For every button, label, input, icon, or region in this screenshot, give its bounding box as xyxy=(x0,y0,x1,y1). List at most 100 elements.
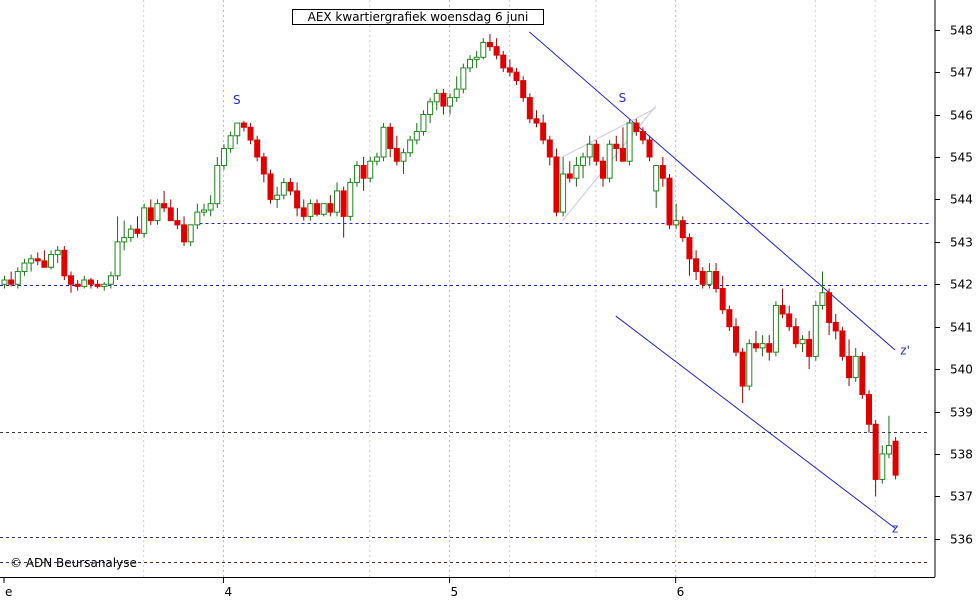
candle xyxy=(566,161,573,183)
candle xyxy=(852,347,859,382)
candle-body xyxy=(693,258,700,273)
candle-body xyxy=(141,207,148,234)
candle xyxy=(872,420,879,497)
candle xyxy=(187,224,194,247)
candle-body xyxy=(779,304,786,315)
candle xyxy=(360,156,367,191)
candle xyxy=(533,110,540,128)
candle xyxy=(673,203,680,230)
copyright-label: © ADN Beursanalyse xyxy=(10,556,137,570)
candle xyxy=(260,152,267,183)
candle xyxy=(493,38,500,60)
candle-body xyxy=(799,338,806,345)
candle-body xyxy=(393,147,400,162)
y-tick-label: 547 xyxy=(950,66,973,80)
candle xyxy=(307,199,314,221)
candle-body xyxy=(546,139,553,158)
candle xyxy=(68,271,74,293)
candle-body xyxy=(513,71,520,82)
y-tick-label: 540 xyxy=(950,363,973,377)
candle-body xyxy=(307,203,314,217)
candle xyxy=(87,277,94,289)
candle xyxy=(380,123,387,162)
candle-body xyxy=(400,152,407,162)
candle-body xyxy=(280,181,287,196)
y-tick-label: 548 xyxy=(950,24,973,38)
candle-body xyxy=(699,271,706,285)
candle xyxy=(859,352,866,399)
candle xyxy=(420,110,427,136)
candle xyxy=(739,347,746,404)
candle-body xyxy=(733,326,739,353)
candle xyxy=(779,288,786,319)
candle xyxy=(646,135,653,162)
candle xyxy=(61,246,68,281)
candle-body xyxy=(94,283,101,287)
candle-body xyxy=(706,271,713,285)
candle-body xyxy=(107,275,114,285)
candle xyxy=(300,199,307,221)
candle-body xyxy=(533,118,540,124)
y-tick-label: 538 xyxy=(950,448,973,462)
candle-body xyxy=(666,177,673,226)
candle xyxy=(141,203,148,238)
candle-body xyxy=(427,101,434,116)
candle-body xyxy=(194,211,201,226)
candle xyxy=(107,271,114,289)
candle xyxy=(427,97,434,124)
candle xyxy=(733,318,739,357)
candle-body xyxy=(41,260,48,268)
candle-body xyxy=(713,271,720,290)
candle-body xyxy=(486,41,493,48)
candle xyxy=(294,182,301,217)
candle-body xyxy=(453,88,460,99)
candle xyxy=(247,123,254,145)
candle xyxy=(81,275,88,289)
candle xyxy=(573,156,580,187)
candle-body xyxy=(380,126,387,158)
candle xyxy=(114,216,121,281)
y-tick-label: 545 xyxy=(950,151,973,165)
candle xyxy=(500,50,507,73)
candle xyxy=(220,144,227,170)
candle-body xyxy=(420,114,427,133)
candle-body xyxy=(639,131,646,141)
candle xyxy=(101,282,108,291)
candle xyxy=(546,135,553,166)
candle-body xyxy=(440,92,447,107)
candle xyxy=(353,161,360,187)
candle xyxy=(194,203,201,230)
candle xyxy=(340,186,347,238)
candle-body xyxy=(792,326,799,345)
candle-body xyxy=(752,343,759,349)
candle-body xyxy=(812,304,819,357)
candle xyxy=(839,326,846,361)
candle-body xyxy=(806,338,813,357)
candle-body xyxy=(373,156,380,162)
candle-body xyxy=(832,321,839,332)
candle-body xyxy=(679,220,686,239)
candle-body xyxy=(726,309,733,328)
candle-body xyxy=(347,181,354,217)
candle xyxy=(334,182,340,217)
candle-body xyxy=(553,156,560,213)
candle-body xyxy=(114,241,121,277)
y-tick-label: 546 xyxy=(950,109,973,123)
candle-body xyxy=(353,164,360,183)
candle-body xyxy=(560,173,567,213)
candle xyxy=(28,254,35,272)
candle-body xyxy=(879,453,886,480)
candle xyxy=(74,280,81,291)
candle-body xyxy=(81,279,88,287)
candle-body xyxy=(74,283,81,287)
candle-body xyxy=(87,279,94,285)
grid-lines xyxy=(143,0,876,577)
candle xyxy=(619,127,626,162)
pattern-label: z xyxy=(892,521,898,535)
candle xyxy=(400,148,407,174)
candle-body xyxy=(181,224,188,243)
pattern-label: z' xyxy=(900,343,910,357)
candle-body xyxy=(34,258,41,262)
candle xyxy=(806,330,813,370)
